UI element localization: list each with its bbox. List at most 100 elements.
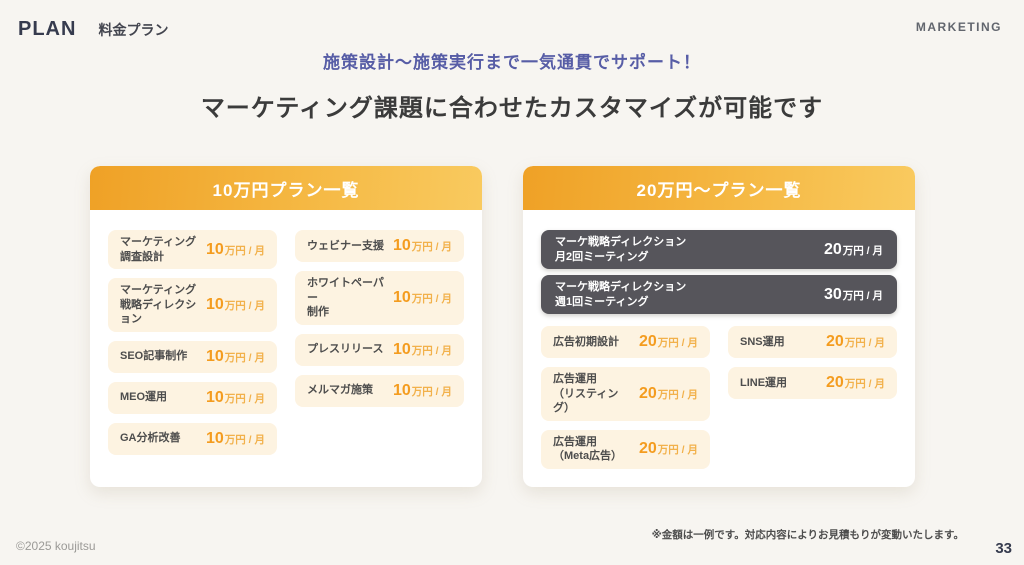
footnote: ※金額は一例です。対応内容によりお見積もりが変動いたします。 bbox=[651, 529, 964, 541]
plan-label: PLAN bbox=[18, 18, 77, 40]
plan-item-price: 10 万円 / 月 bbox=[206, 389, 265, 407]
card-right-column-1: 広告初期設計 20 万円 / 月 広告運用 （リスティング） 20 万円 / 月 広… bbox=[541, 326, 710, 469]
price-unit: 万円 / 月 bbox=[224, 244, 265, 257]
plan-item-price: 10 万円 / 月 bbox=[393, 382, 452, 400]
plan-item-label: SEO記事制作 bbox=[120, 350, 188, 363]
price-unit: 万円 / 月 bbox=[224, 392, 265, 405]
price-unit: 万円 / 月 bbox=[224, 351, 265, 364]
plan-item-label: SNS運用 bbox=[740, 335, 785, 348]
price-number: 10 bbox=[392, 340, 411, 358]
plan-item-label: 広告運用 （リスティング） bbox=[553, 373, 619, 415]
card-plan-20man: 20万円〜プラン一覧 マーケ戦略ディレクション 月2回ミーティング 20 万円 /… bbox=[523, 166, 915, 487]
plan-item-label: 広告初期設計 bbox=[553, 335, 619, 348]
plan-cards-container: 10万円プラン一覧 マーケティング 調査設計 10 万円 / 月 マーケティング … bbox=[90, 166, 916, 487]
price-number: 10 bbox=[205, 347, 224, 365]
plan-item-row: ウェビナー支援 10 万円 / 月 bbox=[295, 230, 464, 262]
plan-item-price: 10 万円 / 月 bbox=[393, 289, 452, 307]
card-plan-20man-title: 20万円〜プラン一覧 bbox=[523, 166, 915, 210]
plan-item-price: 10 万円 / 月 bbox=[206, 241, 265, 259]
plan-item-row: LINE運用 20 万円 / 月 bbox=[728, 367, 897, 400]
price-number: 10 bbox=[205, 295, 224, 313]
card-plan-10man-body: マーケティング 調査設計 10 万円 / 月 マーケティング 戦略ディレクション … bbox=[90, 210, 482, 473]
plan-item-price: 10 万円 / 月 bbox=[206, 348, 265, 366]
plan-item-label: マーケティング 戦略ディレクション bbox=[120, 284, 197, 326]
plan-item-price: 20 万円 / 月 bbox=[826, 374, 885, 392]
plan-item-price: 30 万円 / 月 bbox=[824, 286, 883, 304]
price-unit: 万円 / 月 bbox=[657, 337, 698, 350]
plan-item-label: マーケ戦略ディレクション 週1回ミーティング bbox=[555, 281, 687, 308]
price-number: 20 bbox=[638, 384, 657, 402]
price-number: 10 bbox=[392, 381, 411, 399]
plan-item-row: メルマガ施策 10 万円 / 月 bbox=[295, 374, 464, 407]
plan-item-price: 10 万円 / 月 bbox=[393, 237, 452, 255]
price-number: 20 bbox=[638, 440, 657, 458]
price-number: 20 bbox=[638, 333, 657, 351]
plan-item-row: 広告初期設計 20 万円 / 月 bbox=[541, 326, 710, 359]
plan-item-label: GA分析改善 bbox=[120, 432, 181, 445]
copyright: ©2025 koujitsu bbox=[16, 539, 96, 553]
plan-item-label: ホワイトペーパー 制作 bbox=[307, 277, 384, 319]
price-number: 10 bbox=[205, 388, 224, 406]
page-title: マーケティング課題に合わせたカスタマイズが可能です bbox=[200, 95, 824, 122]
price-unit: 万円 / 月 bbox=[411, 344, 452, 357]
plan-item-label: マーケ戦略ディレクション 月2回ミーティング bbox=[555, 236, 687, 263]
price-number: 10 bbox=[205, 429, 224, 447]
card-plan-20man-body: マーケ戦略ディレクション 月2回ミーティング 20 万円 / 月 マーケ戦略ディレ… bbox=[523, 210, 915, 487]
plan-item-price: 10 万円 / 月 bbox=[393, 341, 452, 359]
plan-item-row: MEO運用 10 万円 / 月 bbox=[108, 381, 277, 414]
plan-item-label: ウェビナー支援 bbox=[307, 239, 384, 252]
plan-item-label: マーケティング 調査設計 bbox=[120, 236, 197, 263]
card-plan-10man: 10万円プラン一覧 マーケティング 調査設計 10 万円 / 月 マーケティング … bbox=[90, 166, 482, 487]
plan-item-row: SEO記事制作 10 万円 / 月 bbox=[108, 340, 277, 373]
plan-item-label: メルマガ施策 bbox=[307, 384, 373, 397]
plan-subtitle: 料金プラン bbox=[98, 22, 169, 38]
plan-item-row: マーケティング 調査設計 10 万円 / 月 bbox=[108, 230, 277, 270]
slide-subtitle: 施策設計〜施策実行まで一気通貫でサポート！ bbox=[323, 53, 701, 72]
price-unit: 万円 / 月 bbox=[842, 289, 883, 302]
plan-item-row: プレスリリース 10 万円 / 月 bbox=[295, 333, 464, 366]
plan-item-label: MEO運用 bbox=[120, 391, 168, 404]
price-unit: 万円 / 月 bbox=[411, 292, 452, 305]
price-number: 30 bbox=[823, 285, 842, 303]
card-right-column-2: SNS運用 20 万円 / 月 LINE運用 20 万円 / 月 bbox=[728, 326, 897, 469]
price-number: 20 bbox=[823, 240, 842, 258]
slide-header: PLAN 料金プラン bbox=[18, 18, 168, 41]
price-unit: 万円 / 月 bbox=[657, 444, 698, 457]
plan-item-price: 10 万円 / 月 bbox=[206, 430, 265, 448]
page-number: 33 bbox=[995, 540, 1012, 557]
price-unit: 万円 / 月 bbox=[411, 385, 452, 398]
plan-item-row: 広告運用 （リスティング） 20 万円 / 月 bbox=[541, 367, 710, 421]
price-unit: 万円 / 月 bbox=[224, 433, 265, 446]
price-number: 10 bbox=[392, 237, 411, 254]
plan-item-label: LINE運用 bbox=[740, 376, 788, 389]
featured-plan-row: マーケ戦略ディレクション 週1回ミーティング 30 万円 / 月 bbox=[541, 275, 897, 315]
card-plan-10man-title: 10万円プラン一覧 bbox=[90, 166, 482, 210]
plan-item-label: プレスリリース bbox=[307, 343, 384, 356]
plan-item-price: 20 万円 / 月 bbox=[639, 440, 698, 458]
card-left-column-2: ウェビナー支援 10 万円 / 月 ホワイトペーパー 制作 10 万円 / 月 プレ… bbox=[295, 230, 464, 455]
price-number: 20 bbox=[825, 374, 844, 392]
price-unit: 万円 / 月 bbox=[224, 299, 265, 312]
price-unit: 万円 / 月 bbox=[842, 244, 883, 257]
price-number: 10 bbox=[392, 288, 411, 306]
plan-item-row: GA分析改善 10 万円 / 月 bbox=[108, 422, 277, 455]
plan-item-row: ホワイトペーパー 制作 10 万円 / 月 bbox=[295, 271, 464, 325]
featured-plan-row: マーケ戦略ディレクション 月2回ミーティング 20 万円 / 月 bbox=[541, 230, 897, 270]
plan-item-label: 広告運用 （Meta広告） bbox=[553, 435, 623, 463]
price-unit: 万円 / 月 bbox=[844, 337, 885, 350]
plan-item-price: 20 万円 / 月 bbox=[639, 385, 698, 403]
plan-item-price: 20 万円 / 月 bbox=[824, 241, 883, 259]
card-left-column-1: マーケティング 調査設計 10 万円 / 月 マーケティング 戦略ディレクション … bbox=[108, 230, 277, 455]
plan-item-row: 広告運用 （Meta広告） 20 万円 / 月 bbox=[541, 429, 710, 469]
price-unit: 万円 / 月 bbox=[411, 241, 452, 253]
brand-logo-text: MARKETING bbox=[915, 20, 1002, 34]
plan-item-price: 10 万円 / 月 bbox=[206, 296, 265, 314]
price-unit: 万円 / 月 bbox=[844, 378, 885, 391]
price-number: 20 bbox=[825, 333, 844, 351]
price-unit: 万円 / 月 bbox=[657, 388, 698, 401]
plan-item-price: 20 万円 / 月 bbox=[826, 333, 885, 351]
featured-plan-list: マーケ戦略ディレクション 月2回ミーティング 20 万円 / 月 マーケ戦略ディレ… bbox=[541, 230, 897, 315]
price-number: 10 bbox=[205, 240, 224, 258]
plan-item-price: 20 万円 / 月 bbox=[639, 333, 698, 351]
plan-item-row: マーケティング 戦略ディレクション 10 万円 / 月 bbox=[108, 278, 277, 332]
